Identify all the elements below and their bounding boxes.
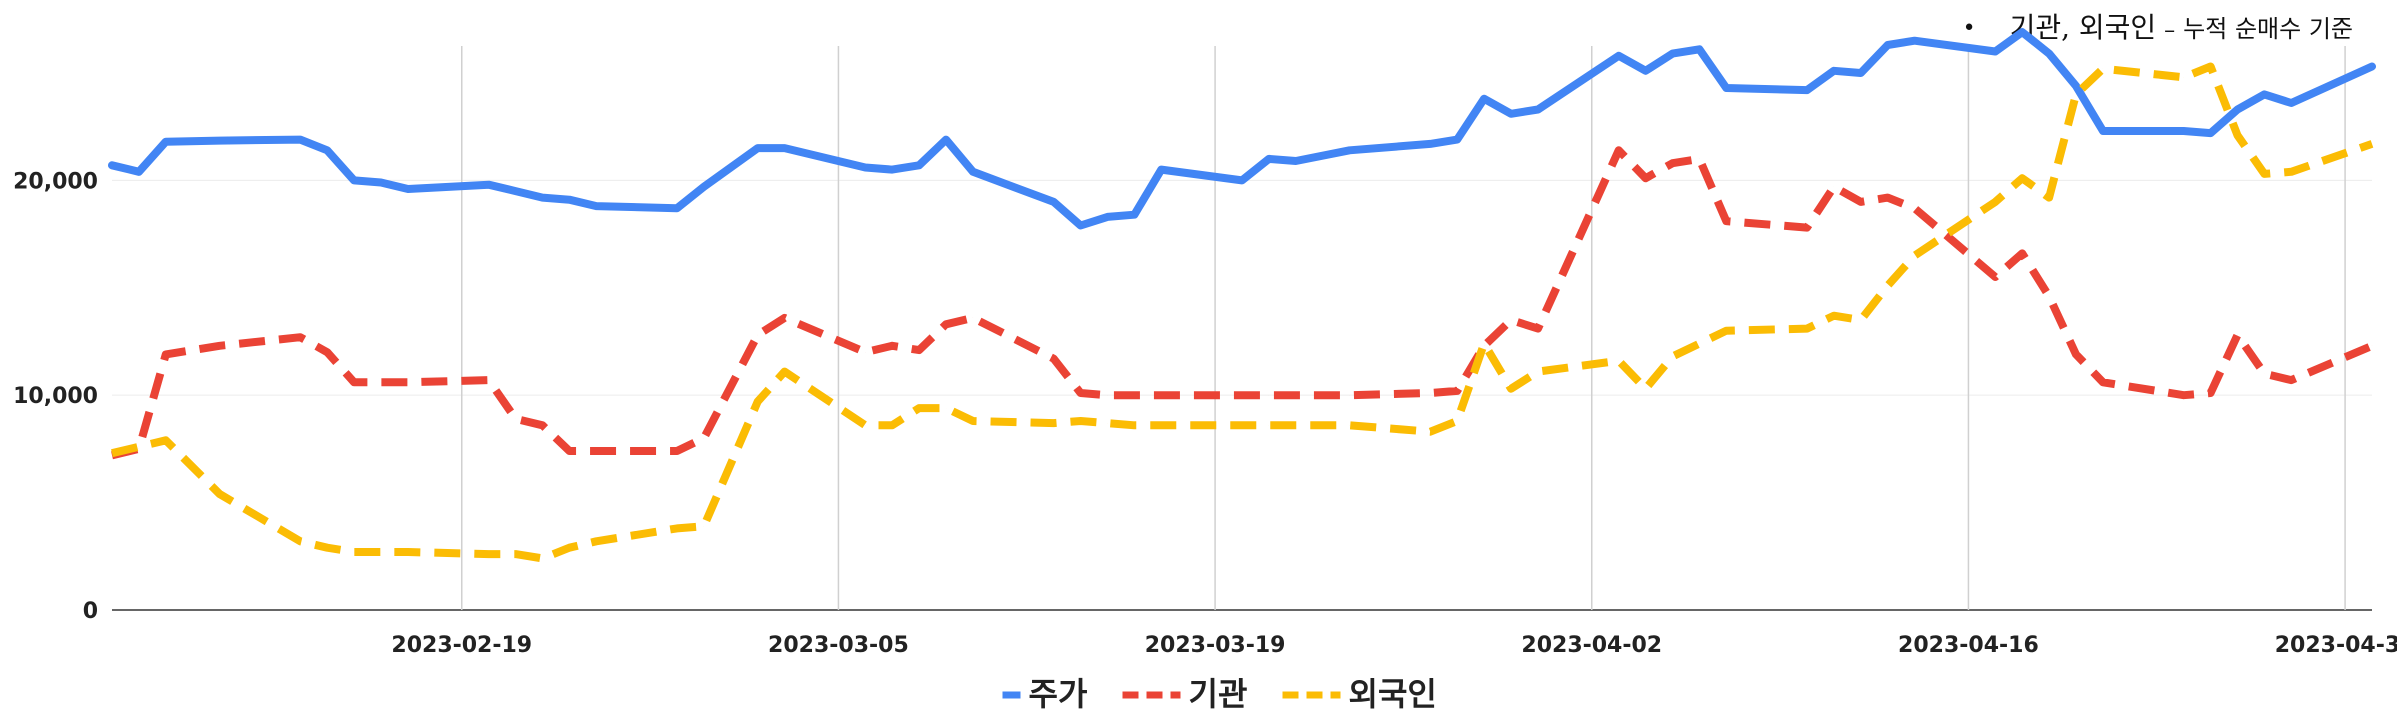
series-line-2 [111,146,2374,460]
y-tick-label: 10,000 [13,384,98,409]
legend-item-1: 주가 [1002,675,1088,713]
x-tick-label: 2023-04-30 [2275,633,2397,658]
y-tick-label: 0 [83,599,98,624]
legend-label: 기관 [1189,675,1248,713]
x-tick-label: 2023-03-05 [768,633,909,658]
x-tick-label: 2023-04-16 [1898,633,2039,658]
axis-layer: 0 10,000 20,000 2023-02-19 2023-03-05 2023-03… [13,169,2397,658]
series-line-1 [108,28,2376,230]
legend-label: 외국인 [1349,675,1437,713]
y-tick-label: 20,000 [13,169,98,194]
grid-layer [112,46,2372,611]
legend: 주가 기관 외국인 [1002,675,1437,713]
note-bullet: • [1962,16,1976,41]
x-tick-label: 2023-02-19 [391,633,532,658]
legend-item-2: 기관 [1122,675,1248,713]
note-rest: 누적 순매수 기준 [2183,15,2353,43]
series-line-3 [111,62,2374,563]
series-layer [108,28,2376,563]
note-separator: – [2164,18,2176,43]
x-tick-label: 2023-04-02 [1521,633,1662,658]
legend-item-3: 외국인 [1282,675,1437,713]
legend-label: 주가 [1029,675,1088,713]
x-tick-label: 2023-03-19 [1145,633,1286,658]
